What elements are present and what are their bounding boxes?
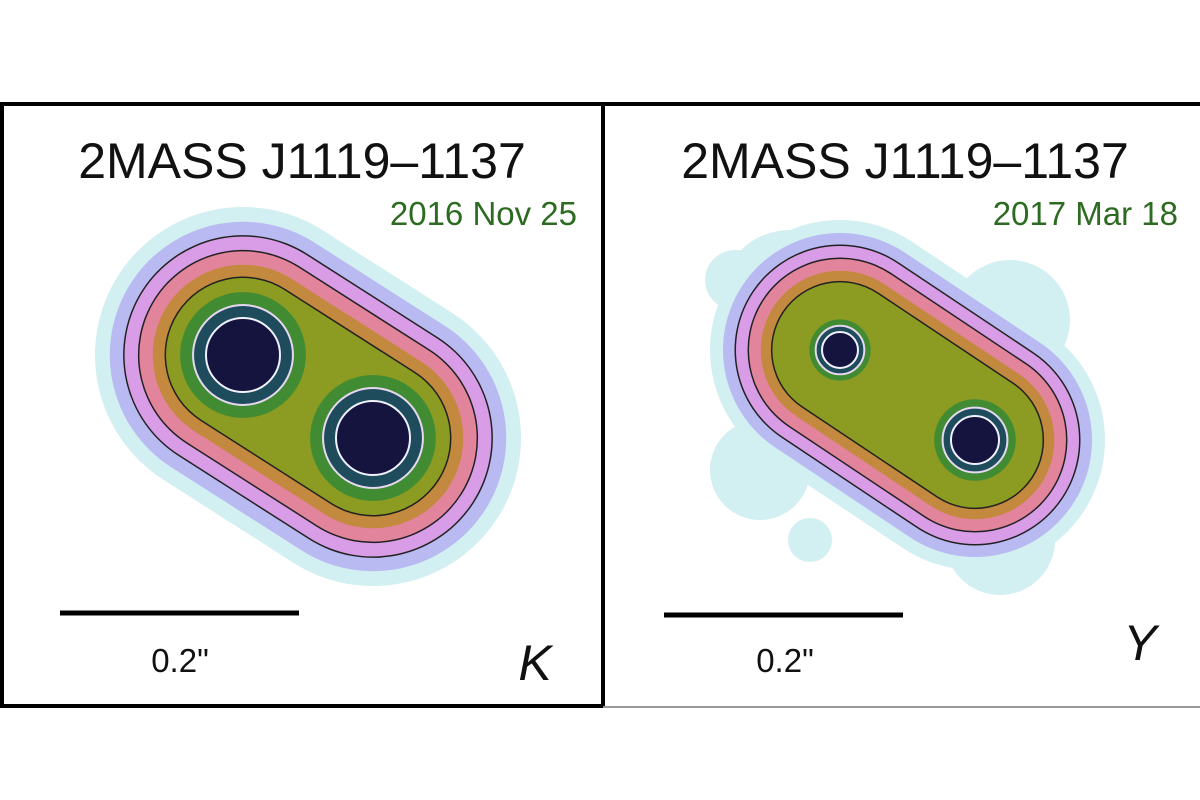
scale-label: 0.2" bbox=[756, 642, 814, 679]
contour bbox=[788, 518, 832, 562]
contour bbox=[205, 317, 281, 393]
contour bbox=[821, 331, 859, 369]
contours-left bbox=[95, 207, 521, 586]
band-label: Y bbox=[1123, 615, 1160, 671]
contours-right bbox=[705, 220, 1105, 595]
contour bbox=[335, 400, 411, 476]
contour bbox=[950, 415, 1000, 465]
panel-title: 2MASS J1119–1137 bbox=[78, 133, 526, 189]
panel-date: 2016 Nov 25 bbox=[390, 195, 577, 232]
panel-title: 2MASS J1119–1137 bbox=[681, 133, 1129, 189]
panel-date: 2017 Mar 18 bbox=[993, 195, 1178, 232]
band-label: K bbox=[518, 635, 554, 691]
scale-label: 0.2" bbox=[151, 642, 209, 679]
panel-frame bbox=[0, 102, 605, 708]
